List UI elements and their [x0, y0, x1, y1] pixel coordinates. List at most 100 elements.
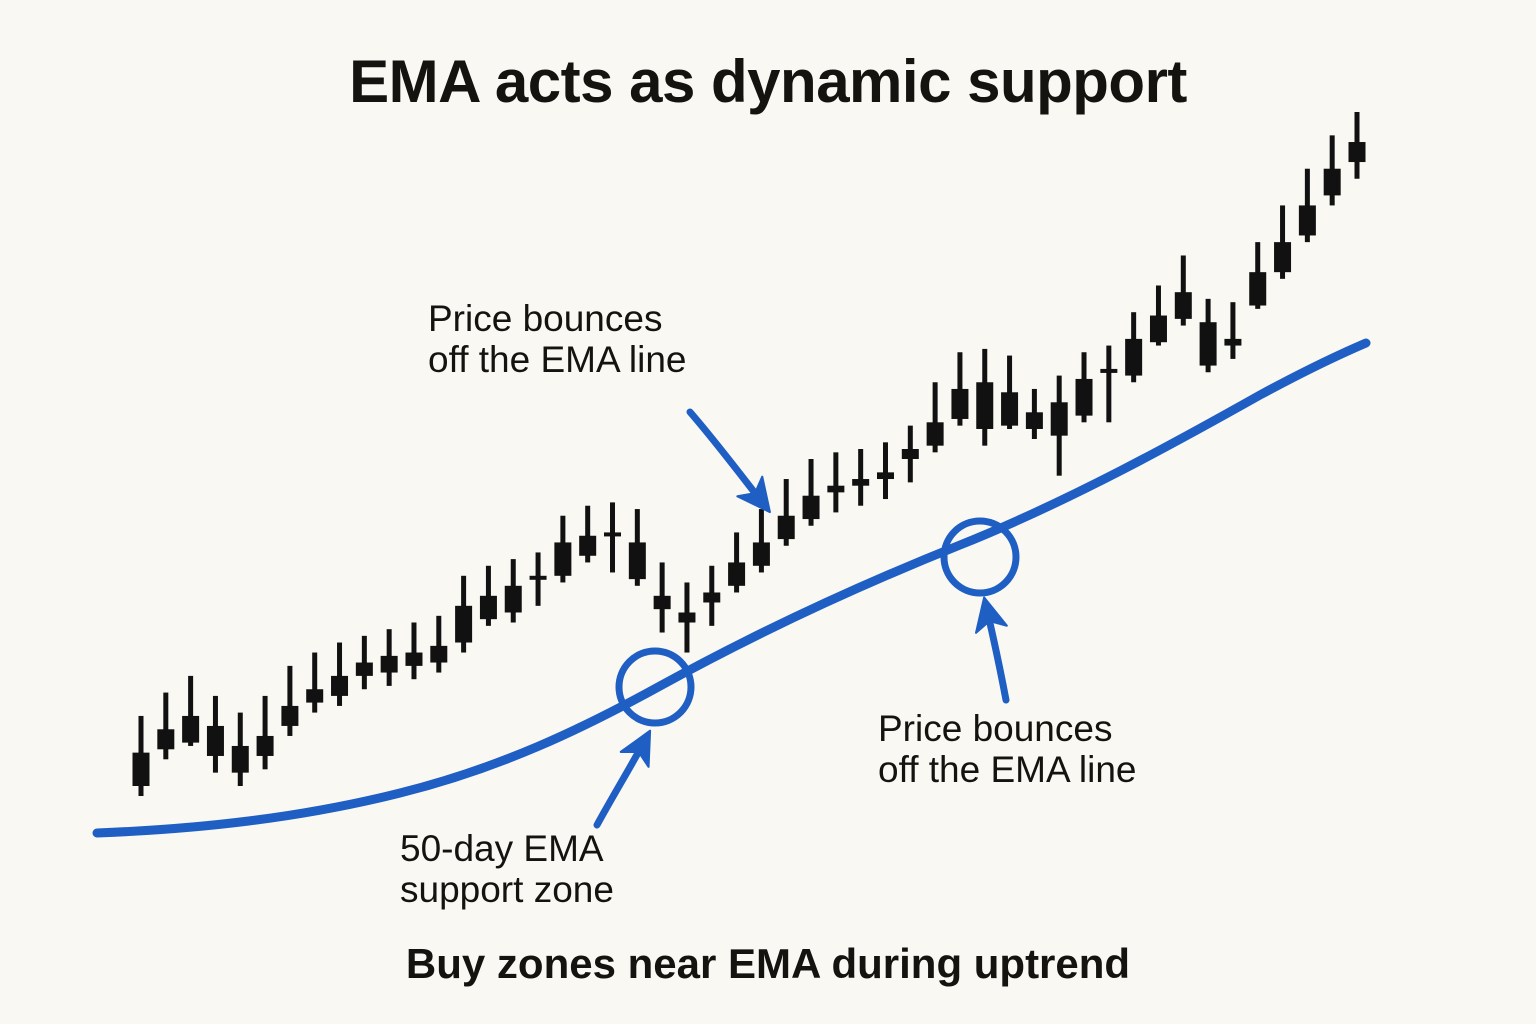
candle-body	[653, 595, 671, 610]
candlestick-series	[132, 112, 1366, 797]
candle-body	[306, 689, 324, 703]
candlestick	[281, 665, 299, 736]
candlestick	[355, 635, 373, 690]
arrow-to-bounce-top	[686, 408, 771, 514]
candlestick	[1249, 242, 1267, 309]
candlestick	[1274, 205, 1292, 279]
candle-body	[504, 585, 522, 613]
ema-line	[92, 338, 1371, 838]
support-zone-circle-2	[940, 517, 1020, 597]
candlestick	[876, 442, 894, 500]
candlestick	[132, 715, 150, 797]
candle-body	[876, 472, 894, 480]
candle-body	[281, 705, 299, 726]
candle-wick	[833, 452, 839, 513]
arrow-to-bounce-right	[975, 596, 1010, 704]
candlestick	[653, 562, 671, 633]
annotation-bounce-right: Price bounces off the EMA line	[878, 708, 1137, 791]
candle-wick	[882, 442, 888, 500]
candle-body	[703, 592, 721, 603]
annotation-bounce-top: Price bounces off the EMA line	[428, 298, 687, 381]
candle-body	[1149, 315, 1167, 343]
candle-body	[901, 449, 919, 460]
candle-body	[579, 535, 597, 556]
candle-wick	[585, 505, 591, 563]
candle-wick	[610, 502, 616, 573]
candle-body	[331, 675, 349, 696]
candlestick	[1025, 388, 1043, 439]
candle-body	[1348, 142, 1366, 163]
candle-body	[1298, 205, 1316, 236]
candlestick	[777, 479, 795, 546]
page-title: EMA acts as dynamic support	[349, 48, 1187, 115]
candlestick	[579, 505, 597, 563]
candlestick	[331, 642, 349, 706]
candlestick	[951, 352, 969, 426]
candle-wick	[1230, 302, 1236, 359]
candle-wick	[1304, 168, 1310, 243]
candle-wick	[858, 449, 864, 506]
candle-wick	[1180, 255, 1186, 326]
candlestick	[1001, 355, 1019, 429]
candle-body	[554, 542, 572, 576]
candle-wick	[808, 459, 814, 526]
candle-wick	[783, 479, 789, 546]
candle-body	[1001, 392, 1019, 426]
candle-wick	[287, 665, 293, 736]
candle-body	[1224, 338, 1242, 346]
candle-wick	[436, 615, 442, 673]
candle-wick	[337, 642, 343, 706]
candle-body	[256, 735, 274, 756]
candle-body	[1323, 168, 1341, 196]
candle-wick	[411, 622, 417, 680]
candle-wick	[1007, 355, 1013, 429]
candlestick	[1050, 375, 1068, 476]
candle-body	[182, 715, 200, 743]
annotation-support-zone: 50-day EMA support zone	[400, 828, 614, 911]
candle-body	[231, 745, 249, 773]
candle-body	[1174, 292, 1192, 319]
candlestick	[1348, 112, 1366, 179]
candlestick	[554, 515, 572, 583]
candlestick	[504, 559, 522, 623]
candle-body	[430, 645, 448, 663]
candle-body	[1274, 242, 1292, 273]
candlestick	[703, 565, 721, 626]
candlestick	[206, 695, 224, 773]
candle-body	[976, 382, 994, 429]
candlestick	[1174, 255, 1192, 326]
candle-body	[802, 495, 820, 520]
candle-body	[777, 515, 795, 540]
candle-body	[380, 655, 398, 673]
candlestick	[1075, 352, 1093, 423]
candlestick	[1100, 345, 1118, 423]
candlestick	[628, 509, 646, 586]
support-zone-circle-1	[615, 647, 695, 727]
candlestick	[976, 348, 994, 446]
candle-body	[157, 729, 175, 750]
candle-wick	[163, 692, 169, 760]
candlestick	[1125, 312, 1143, 383]
candlestick	[306, 652, 324, 713]
candle-body	[1050, 402, 1068, 436]
candle-body	[529, 575, 547, 580]
candlestick	[455, 575, 473, 653]
candlestick	[827, 452, 845, 513]
candlestick	[604, 502, 622, 573]
candle-wick	[312, 652, 318, 713]
candle-body	[752, 542, 770, 566]
candlestick	[1199, 298, 1217, 373]
candle-body	[405, 652, 423, 666]
arrow-to-support-zone	[593, 729, 652, 829]
candlestick	[380, 629, 398, 686]
candle-body	[132, 752, 150, 786]
candlestick	[157, 692, 175, 760]
candle-body	[951, 388, 969, 419]
candle-wick	[262, 695, 268, 770]
candlestick	[256, 695, 274, 770]
candlestick	[678, 582, 696, 653]
candle-body	[1075, 378, 1093, 416]
candle-body	[926, 422, 944, 446]
candle-body	[628, 542, 646, 580]
